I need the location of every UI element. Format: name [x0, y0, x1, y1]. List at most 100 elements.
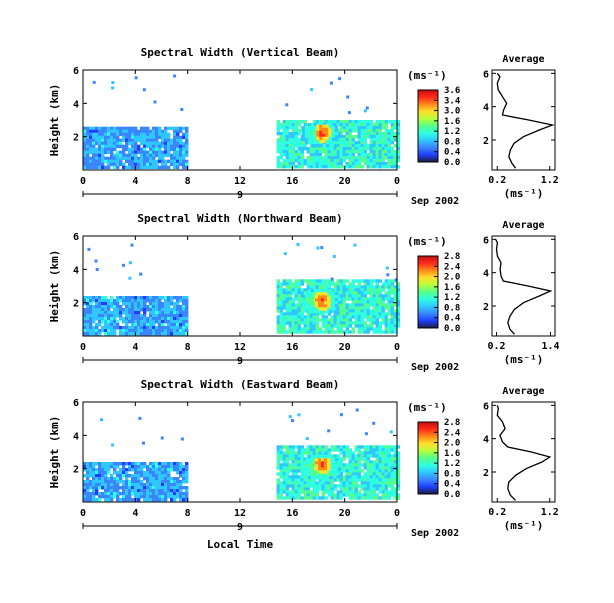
heatmap-cell: [86, 486, 90, 490]
heatmap-cell: [282, 123, 286, 127]
heatmap-cell: [307, 141, 312, 145]
heatmap-cell: [104, 329, 108, 333]
heatmap-cell: [342, 315, 346, 319]
heatmap-cell: [366, 297, 370, 301]
heatmap-cell: [182, 320, 186, 324]
heatmap-cell: [137, 135, 141, 140]
heatmap-cell: [155, 141, 159, 146]
heatmap-cell: [110, 311, 114, 315]
heatmap-cell: [182, 465, 186, 469]
heatmap-cell: [294, 141, 298, 145]
heatmap-cell: [134, 492, 138, 496]
heatmap-cell: [348, 129, 352, 133]
heatmap-region: [316, 124, 332, 144]
heatmap-cell: [291, 135, 295, 139]
heatmap-cell: [146, 299, 150, 303]
heatmap-cell: [318, 282, 322, 286]
heatmap-cell: [345, 448, 349, 452]
heatmap-cell: [304, 304, 309, 308]
heatmap-cell: [372, 496, 376, 500]
heatmap-cell: [86, 302, 90, 306]
heatmap-cell: [345, 138, 349, 142]
heatmap-cell: [176, 489, 180, 493]
heatmap-cell: [360, 496, 364, 500]
heatmap-cell: [375, 475, 379, 479]
heatmap-cell: [179, 144, 183, 149]
heatmap-cell: [152, 296, 156, 300]
colorbar-unit-label: (ms⁻¹): [407, 401, 447, 414]
heatmap-cell: [381, 481, 385, 485]
heatmap-cell: [357, 132, 361, 136]
heatmap-cell: [137, 480, 141, 484]
heatmap-cell: [303, 478, 307, 482]
heatmap-cell: [83, 144, 87, 149]
heatmap-cell: [137, 138, 141, 143]
heatmap-cell: [297, 138, 301, 142]
heatmap-cell: [304, 307, 309, 311]
heatmap-cell: [324, 321, 328, 325]
echo-cell: [316, 246, 320, 250]
heatmap-cell: [116, 299, 120, 303]
heatmap-cell: [378, 141, 382, 145]
heatmap-cell: [360, 294, 364, 298]
heatmap-cell: [83, 317, 87, 321]
heatmap-cell: [119, 468, 123, 472]
heatmap-cell: [303, 288, 307, 292]
heatmap-cell: [104, 477, 108, 481]
heatmap-cell: [185, 326, 189, 330]
heatmap-cell: [179, 156, 183, 161]
heatmap-cell: [351, 156, 355, 160]
panel-title: Spectral Width (Vertical Beam): [141, 46, 340, 59]
heatmap-cell: [312, 165, 316, 169]
heatmap-cell: [282, 141, 286, 145]
heatmap-cell: [107, 141, 111, 146]
heatmap-cell: [321, 461, 325, 465]
heatmap-cell: [134, 150, 138, 155]
heatmap-cell: [155, 162, 159, 167]
heatmap-cell: [110, 320, 114, 324]
heatmap-cell: [360, 451, 364, 455]
heatmap-cell: [363, 330, 367, 334]
heatmap-cell: [387, 132, 391, 136]
heatmap-cell: [122, 311, 126, 315]
heatmap-cell: [366, 159, 370, 163]
heatmap-cell: [378, 324, 382, 328]
heatmap-cell: [375, 330, 379, 334]
heatmap-cell: [369, 279, 373, 283]
heatmap-cell: [140, 480, 144, 484]
heatmap-cell: [360, 144, 364, 148]
heatmap-cell: [328, 473, 333, 477]
heatmap-cell: [312, 493, 316, 497]
heatmap-cell: [336, 327, 340, 331]
heatmap-cell: [381, 132, 385, 136]
heatmap-cell: [149, 317, 153, 321]
heatmap-cell: [327, 159, 331, 163]
heatmap-cell: [291, 291, 295, 295]
heatmap-cell: [182, 317, 186, 321]
heatmap-cell: [131, 483, 135, 487]
heatmap-cell: [354, 294, 358, 298]
heatmap-cell: [89, 317, 93, 321]
heatmap-cell: [158, 486, 162, 490]
heatmap-cell: [360, 309, 364, 313]
echo-cell: [329, 81, 333, 85]
heatmap-cell: [372, 451, 376, 455]
heatmap-cell: [393, 318, 397, 322]
heatmap-cell: [137, 492, 141, 496]
heatmap-cell: [143, 483, 147, 487]
heatmap-cell: [95, 132, 99, 137]
heatmap-cell: [393, 457, 397, 461]
heatmap-cell: [315, 458, 319, 462]
heatmap-cell: [357, 282, 361, 286]
heatmap-cell: [393, 300, 397, 304]
heatmap-cell: [381, 451, 385, 455]
heatmap-cell: [134, 471, 138, 475]
heatmap-cell: [149, 492, 153, 496]
heatmap-cell: [390, 165, 394, 169]
heatmap-cell: [384, 141, 388, 145]
heatmap-cell: [327, 301, 331, 305]
heatmap-cell: [89, 332, 93, 336]
heatmap-cell: [179, 299, 183, 303]
heatmap-cell: [89, 296, 93, 300]
